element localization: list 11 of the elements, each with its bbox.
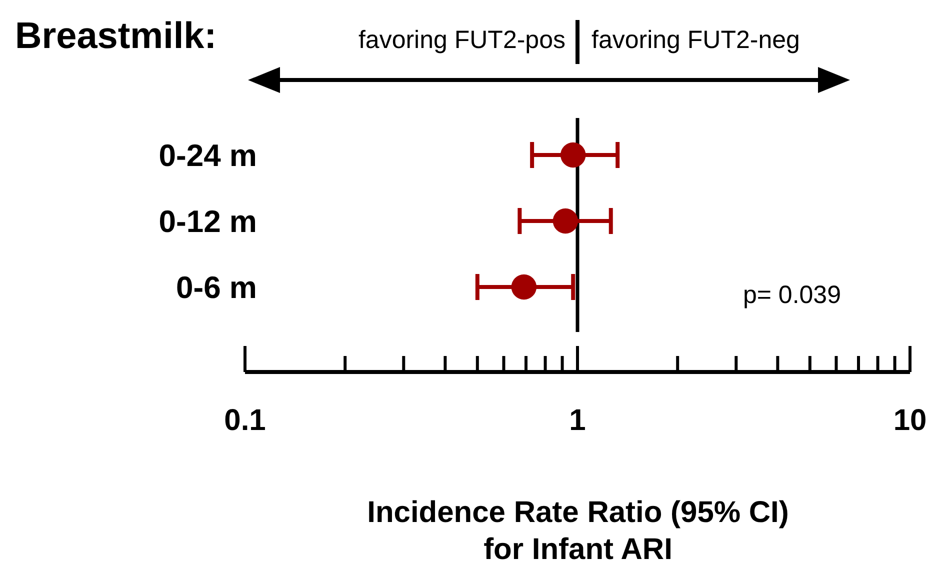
chart-title: Breastmilk: (15, 15, 217, 56)
y-tick-label: 0-12 m (158, 204, 257, 239)
x-tick-label: 10 (893, 404, 927, 437)
annotation: p= 0.039 (742, 281, 842, 309)
x-axis-title: Incidence Rate Ratio (95% CI) for Infant ARI (367, 496, 789, 566)
y-tick-label: 0-6 m (176, 270, 257, 305)
text: favoring FUT2-neg (592, 26, 800, 54)
y-tick-label: 0-24 m (158, 138, 257, 173)
x-tick-label: 0.1 (224, 404, 266, 437)
text: favoring FUT2-pos (358, 26, 566, 54)
x-tick-label: 1 (569, 404, 586, 437)
